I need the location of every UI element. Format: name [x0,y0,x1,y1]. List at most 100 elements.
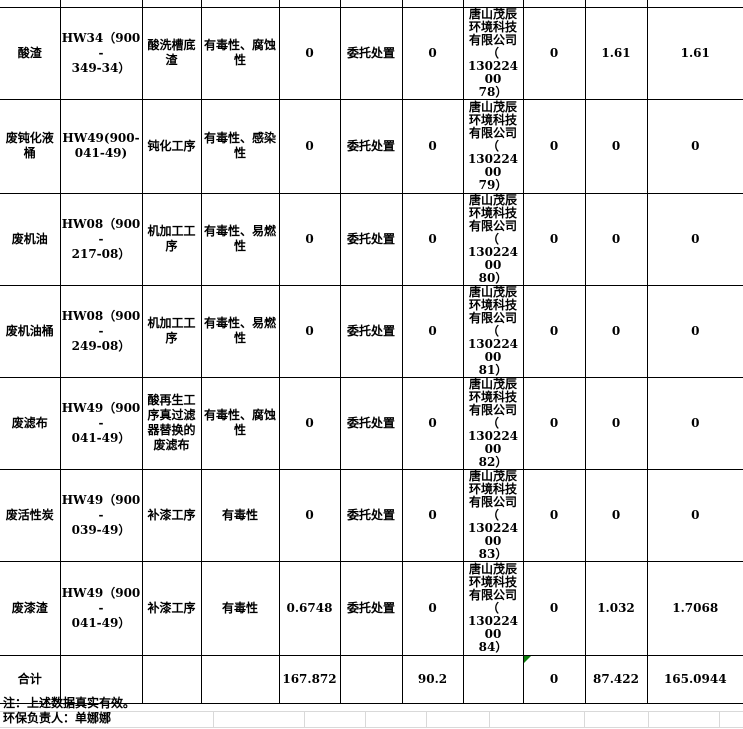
qty-cell[interactable]: 0 [401,376,464,470]
qty-cell[interactable]: 0 [522,654,586,704]
qty-cell[interactable]: 90.2 [401,654,464,704]
note-text[interactable]: 注：上述数据真实有效。 [3,696,136,710]
disposal-company-cell[interactable]: 唐山茂辰环境科技有限公司 （ 13022400 78） [462,6,524,100]
waste-code-cell[interactable]: HW08（900- 217-08） [59,192,143,286]
qty-cell[interactable]: 0 [278,284,341,378]
disposal-company-cell[interactable]: 唐山茂辰环境科技有限公司 （ 13022400 83） [462,468,524,562]
qty-cell[interactable]: 0.6748 [278,560,341,656]
disposal-company-cell[interactable]: 唐山茂辰环境科技有限公司 （ 13022400 82） [462,376,524,470]
qty-cell[interactable]: 0 [278,98,341,194]
process-cell[interactable]: 酸再生工序真过滤器替换的废滤布 [141,376,202,470]
hazard-cell[interactable]: 有毒性、腐蚀性 [200,6,280,100]
waste-name-cell[interactable]: 废漆渣 [0,560,61,656]
qty-cell[interactable]: 0 [522,6,586,100]
waste-name-cell[interactable]: 废钝化液桶 [0,98,61,194]
qty-cell[interactable]: 1.61 [646,6,743,100]
qty-cell[interactable]: 0 [278,6,341,100]
hazard-cell[interactable]: 有毒性、腐蚀性 [200,376,280,470]
hazard-cell[interactable]: 有毒性 [200,560,280,656]
qty-cell[interactable]: 1.7068 [646,560,743,656]
empty-cell[interactable] [0,0,61,8]
disposal-company-cell[interactable] [462,654,524,704]
empty-cell[interactable] [401,0,464,8]
disposal-method-cell[interactable]: 委托处置 [339,6,403,100]
hazard-cell[interactable]: 有毒性、感染性 [200,98,280,194]
waste-name-cell[interactable]: 废机油桶 [0,284,61,378]
empty-cell[interactable] [646,0,743,8]
disposal-method-cell[interactable]: 委托处置 [339,284,403,378]
qty-cell[interactable]: 0 [646,376,743,470]
signature-text[interactable]: 环保负责人：单娜娜 [3,711,112,725]
qty-cell[interactable]: 0 [278,376,341,470]
qty-cell[interactable]: 0 [278,468,341,562]
qty-cell[interactable]: 0 [646,192,743,286]
qty-cell[interactable]: 0 [401,560,464,656]
hazard-cell[interactable]: 有毒性、易燃性 [200,192,280,286]
disposal-method-cell[interactable]: 委托处置 [339,98,403,194]
disposal-method-cell[interactable]: 委托处置 [339,468,403,562]
empty-cell[interactable] [522,0,586,8]
empty-cell[interactable] [141,0,202,8]
qty-cell[interactable]: 0 [522,376,586,470]
empty-cell[interactable] [278,0,341,8]
qty-cell[interactable]: 0 [646,468,743,562]
disposal-company-cell[interactable]: 唐山茂辰环境科技有限公司 （ 13022400 79） [462,98,524,194]
table-row: 酸渣 HW34（900- 349-34） 酸洗槽底渣 有毒性、腐蚀性 0 委托处置 0 唐山茂… [0,6,743,100]
waste-name-cell[interactable]: 废滤布 [0,376,61,470]
empty-cell[interactable] [59,0,143,8]
process-cell[interactable]: 机加工工序 [141,284,202,378]
qty-cell[interactable]: 0 [584,98,648,194]
empty-cell[interactable] [584,0,648,8]
qty-cell[interactable]: 0 [584,376,648,470]
qty-cell[interactable]: 165.0944 [646,654,743,704]
disposal-method-cell[interactable]: 委托处置 [339,560,403,656]
waste-name-cell[interactable]: 酸渣 [0,6,61,100]
waste-code-cell[interactable]: HW08（900- 249-08） [59,284,143,378]
qty-cell[interactable]: 0 [646,284,743,378]
empty-cell[interactable] [462,0,524,8]
process-cell[interactable]: 酸洗槽底渣 [141,6,202,100]
qty-cell[interactable]: 0 [584,284,648,378]
qty-cell[interactable]: 0 [401,192,464,286]
disposal-company-cell[interactable]: 唐山茂辰环境科技有限公司 （ 13022400 80） [462,192,524,286]
waste-name-cell[interactable]: 废活性炭 [0,468,61,562]
disposal-company-cell[interactable]: 唐山茂辰环境科技有限公司 （ 13022400 81） [462,284,524,378]
waste-code-cell[interactable]: HW49（900- 039-49） [59,468,143,562]
qty-cell[interactable]: 0 [522,284,586,378]
qty-cell[interactable]: 0 [401,98,464,194]
waste-name-cell[interactable]: 废机油 [0,192,61,286]
qty-cell[interactable]: 0 [522,98,586,194]
qty-cell[interactable]: 0 [401,284,464,378]
qty-cell[interactable]: 0 [278,192,341,286]
process-cell[interactable]: 机加工工序 [141,192,202,286]
process-cell[interactable]: 钝化工序 [141,98,202,194]
empty-cell[interactable] [200,0,280,8]
qty-cell[interactable]: 0 [584,192,648,286]
disposal-company-cell[interactable]: 唐山茂辰环境科技有限公司 （ 13022400 84） [462,560,524,656]
waste-code-cell[interactable]: HW49（900- 041-49） [59,560,143,656]
qty-cell[interactable]: 0 [401,468,464,562]
empty-cell[interactable] [339,0,403,8]
disposal-method-cell[interactable]: 委托处置 [339,376,403,470]
qty-cell[interactable]: 0 [522,468,586,562]
qty-cell[interactable]: 167.872 [278,654,341,704]
hazard-cell[interactable]: 有毒性 [200,468,280,562]
qty-cell[interactable]: 0 [522,192,586,286]
total-label-cell[interactable]: 合计 [0,654,61,704]
process-cell[interactable]: 补漆工序 [141,468,202,562]
qty-cell[interactable]: 0 [584,468,648,562]
waste-code-cell[interactable]: HW49(900- 041-49) [59,98,143,194]
disposal-method-cell[interactable]: 委托处置 [339,192,403,286]
waste-code-cell[interactable]: HW49（900- 041-49） [59,376,143,470]
qty-cell[interactable]: 0 [401,6,464,100]
qty-cell[interactable]: 0 [522,560,586,656]
qty-cell[interactable]: 1.61 [584,6,648,100]
waste-code-cell[interactable]: HW34（900- 349-34） [59,6,143,100]
disposal-method-cell[interactable] [339,654,403,704]
process-cell[interactable] [141,654,202,704]
qty-cell[interactable]: 1.032 [584,560,648,656]
qty-cell[interactable]: 0 [646,98,743,194]
process-cell[interactable]: 补漆工序 [141,560,202,656]
waste-code-cell[interactable] [59,654,143,704]
hazard-cell[interactable]: 有毒性、易燃性 [200,284,280,378]
